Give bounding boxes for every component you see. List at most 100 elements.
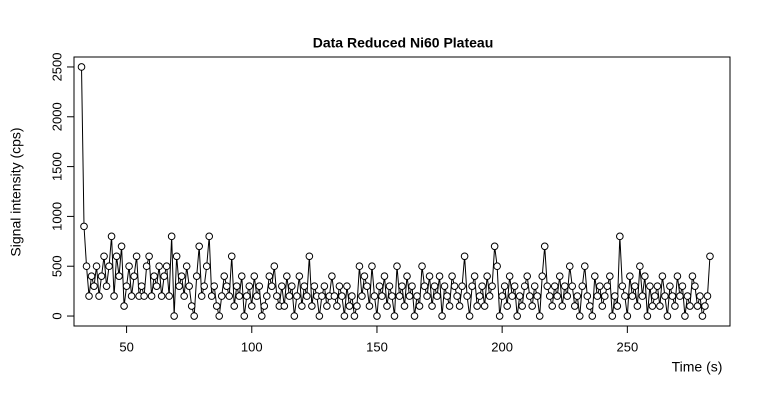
data-point bbox=[448, 272, 456, 280]
data-point bbox=[255, 282, 264, 290]
data-point bbox=[320, 282, 329, 290]
data-point bbox=[651, 292, 659, 300]
data-point bbox=[368, 262, 376, 271]
data-point bbox=[285, 292, 294, 300]
plot-frame bbox=[73, 56, 731, 327]
data-point bbox=[503, 302, 511, 310]
data-point bbox=[638, 292, 647, 300]
data-point bbox=[698, 312, 707, 320]
data-point bbox=[470, 272, 479, 280]
data-point bbox=[370, 292, 379, 300]
data-point bbox=[560, 282, 569, 290]
data-point bbox=[570, 302, 579, 310]
data-point bbox=[618, 282, 627, 290]
data-point bbox=[413, 292, 421, 300]
data-point bbox=[393, 262, 401, 271]
data-point bbox=[107, 232, 116, 241]
data-point bbox=[688, 272, 697, 280]
x-tick-label: 200 bbox=[491, 339, 513, 354]
data-point bbox=[468, 282, 476, 290]
data-point bbox=[395, 292, 404, 300]
data-point bbox=[548, 302, 557, 310]
data-point bbox=[145, 252, 153, 261]
data-point bbox=[110, 292, 118, 300]
data-point bbox=[628, 292, 637, 300]
data-point bbox=[197, 292, 206, 300]
data-point bbox=[215, 312, 224, 320]
data-point bbox=[85, 292, 93, 300]
data-point bbox=[583, 292, 592, 300]
data-point bbox=[130, 272, 138, 280]
data-point bbox=[641, 272, 649, 280]
data-point bbox=[122, 282, 131, 290]
data-point bbox=[278, 282, 286, 290]
data-point bbox=[458, 282, 466, 290]
data-point bbox=[693, 302, 702, 310]
data-point bbox=[568, 282, 577, 290]
data-point bbox=[385, 282, 394, 290]
data-point bbox=[658, 272, 667, 280]
data-point bbox=[445, 302, 454, 310]
data-point bbox=[455, 302, 464, 310]
data-point bbox=[305, 252, 314, 261]
data-point bbox=[298, 302, 306, 310]
data-point bbox=[137, 282, 146, 290]
data-point bbox=[390, 312, 399, 320]
y-axis-label: Signal intensity (cps) bbox=[8, 127, 24, 256]
data-point bbox=[195, 242, 203, 251]
data-point bbox=[558, 302, 567, 310]
data-point bbox=[310, 282, 319, 290]
data-point bbox=[280, 302, 289, 310]
data-point bbox=[480, 302, 489, 310]
data-point bbox=[683, 292, 692, 300]
x-tick-label: 150 bbox=[366, 339, 388, 354]
data-point bbox=[543, 282, 552, 290]
data-point bbox=[333, 302, 341, 310]
data-point bbox=[616, 232, 624, 241]
data-point bbox=[696, 292, 704, 300]
data-point bbox=[97, 272, 106, 280]
data-point bbox=[205, 232, 214, 241]
data-point bbox=[575, 312, 584, 320]
data-point bbox=[237, 272, 246, 280]
data-point bbox=[240, 312, 249, 320]
data-point bbox=[590, 272, 599, 280]
data-point bbox=[187, 302, 196, 310]
data-point bbox=[225, 292, 234, 300]
data-point bbox=[668, 292, 677, 300]
data-point bbox=[621, 292, 629, 300]
data-point bbox=[227, 252, 236, 261]
data-point bbox=[185, 282, 193, 290]
data-point bbox=[318, 292, 326, 300]
data-point bbox=[212, 302, 221, 310]
data-point bbox=[268, 282, 276, 290]
data-point bbox=[112, 252, 121, 261]
data-point bbox=[508, 292, 516, 300]
data-point bbox=[673, 272, 682, 280]
data-point bbox=[656, 302, 664, 310]
data-point bbox=[232, 282, 241, 290]
data-point bbox=[157, 292, 166, 300]
data-point bbox=[247, 302, 256, 310]
data-point bbox=[262, 292, 271, 300]
y-tick-label: 1500 bbox=[49, 152, 64, 181]
data-point bbox=[460, 252, 469, 261]
data-point bbox=[265, 272, 274, 280]
data-point bbox=[653, 282, 662, 290]
chart-title: Data Reduced Ni60 Plateau bbox=[313, 35, 494, 51]
data-point bbox=[563, 292, 572, 300]
data-point bbox=[245, 282, 254, 290]
data-point bbox=[295, 272, 304, 280]
data-point bbox=[415, 302, 424, 310]
data-point bbox=[490, 242, 499, 251]
data-point bbox=[142, 262, 151, 271]
data-point bbox=[505, 272, 514, 280]
data-point bbox=[596, 282, 604, 290]
data-point bbox=[192, 272, 201, 280]
data-point bbox=[270, 262, 279, 271]
data-point bbox=[438, 312, 446, 320]
data-point bbox=[182, 262, 191, 271]
data-point bbox=[250, 272, 259, 280]
data-point bbox=[523, 272, 531, 280]
data-point bbox=[623, 312, 632, 320]
